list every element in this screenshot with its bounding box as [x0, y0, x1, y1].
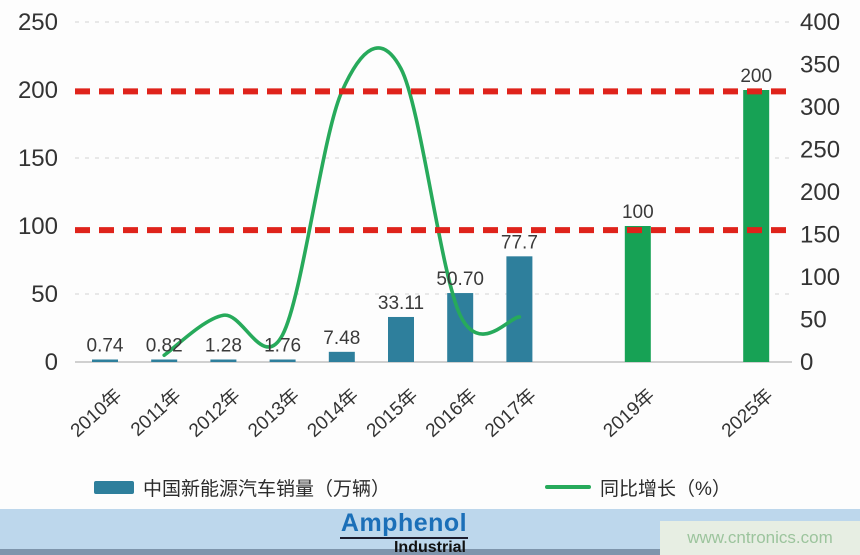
x-axis-label: 2012年 [184, 384, 244, 441]
right-axis-tick: 0 [800, 349, 813, 376]
bar-value-label: 7.48 [323, 328, 360, 349]
x-axis-label: 2025年 [717, 384, 777, 441]
bar-value-label: 0.82 [146, 336, 183, 357]
x-axis-label: 2011年 [126, 384, 185, 440]
bar-value-label: 33.11 [378, 293, 424, 314]
right-axis-tick: 300 [800, 94, 840, 121]
legend-label: 同比增长（%） [600, 478, 731, 500]
bar-2017年 [506, 256, 533, 362]
x-axis-label: 2017年 [480, 384, 540, 441]
bar-2012年 [210, 359, 237, 362]
bar-2013年 [269, 359, 296, 362]
bar-2015年 [388, 316, 414, 362]
x-axis-label: 2019年 [599, 384, 659, 441]
bar-2019年 [624, 226, 651, 362]
logo-primary-text: Amphenol [340, 509, 468, 539]
amphenol-logo: Amphenol Industrial [340, 511, 468, 555]
left-axis-tick: 150 [18, 145, 58, 172]
chart-canvas: 0.74 0.82 1.28 1.76 7.48 33.11 50.70 77.7 100 200… [18, 9, 840, 442]
chart-legend: 中国新能源汽车销量（万辆） 同比增长（%） [0, 474, 860, 504]
legend-label: 中国新能源汽车销量（万辆） [143, 478, 391, 500]
x-axis-label: 2010年 [66, 384, 126, 441]
left-axis-tick: 100 [18, 213, 58, 240]
bar-2010年 [92, 359, 118, 362]
x-axis-label: 2015年 [362, 384, 422, 441]
right-axis-tick: 350 [800, 52, 840, 79]
right-axis-tick: 150 [800, 222, 840, 249]
left-axis-tick: 50 [31, 281, 58, 308]
bar-swatch-icon [94, 480, 134, 494]
right-axis-tick: 100 [800, 264, 840, 291]
right-axis-tick: 250 [800, 137, 840, 164]
branding-strip-border [0, 549, 860, 555]
bar-value-label: 0.74 [87, 336, 124, 357]
bar-2025年 [743, 90, 770, 362]
legend-item-growth: 同比增长（%） [545, 474, 731, 500]
logo-secondary-text: Industrial [393, 539, 466, 555]
left-axis-tick: 250 [18, 9, 58, 36]
bar-value-label: 50.70 [436, 269, 484, 290]
right-axis-tick: 400 [800, 9, 840, 36]
bar-2014年 [328, 351, 355, 362]
bar-2011年 [151, 359, 178, 362]
watermark-text: www.cntronics.com [687, 528, 833, 547]
line-swatch-icon [545, 485, 591, 489]
left-axis-tick: 200 [18, 77, 58, 104]
watermark: www.cntronics.com [660, 521, 860, 555]
bar-value-label: 1.76 [264, 336, 301, 357]
legend-item-sales: 中国新能源汽车销量（万辆） [94, 474, 390, 500]
x-axis-label: 2013年 [244, 384, 304, 441]
bar-value-label: 1.28 [205, 336, 242, 357]
x-axis-label: 2016年 [421, 384, 481, 441]
left-axis-tick: 0 [45, 349, 58, 376]
bar-value-label: 100 [622, 202, 654, 223]
right-axis-tick: 200 [800, 179, 840, 206]
bar-value-label: 77.7 [501, 232, 538, 253]
x-axis-label: 2014年 [303, 384, 363, 441]
right-axis-tick: 50 [800, 307, 827, 334]
bar-value-label: 200 [740, 66, 772, 87]
